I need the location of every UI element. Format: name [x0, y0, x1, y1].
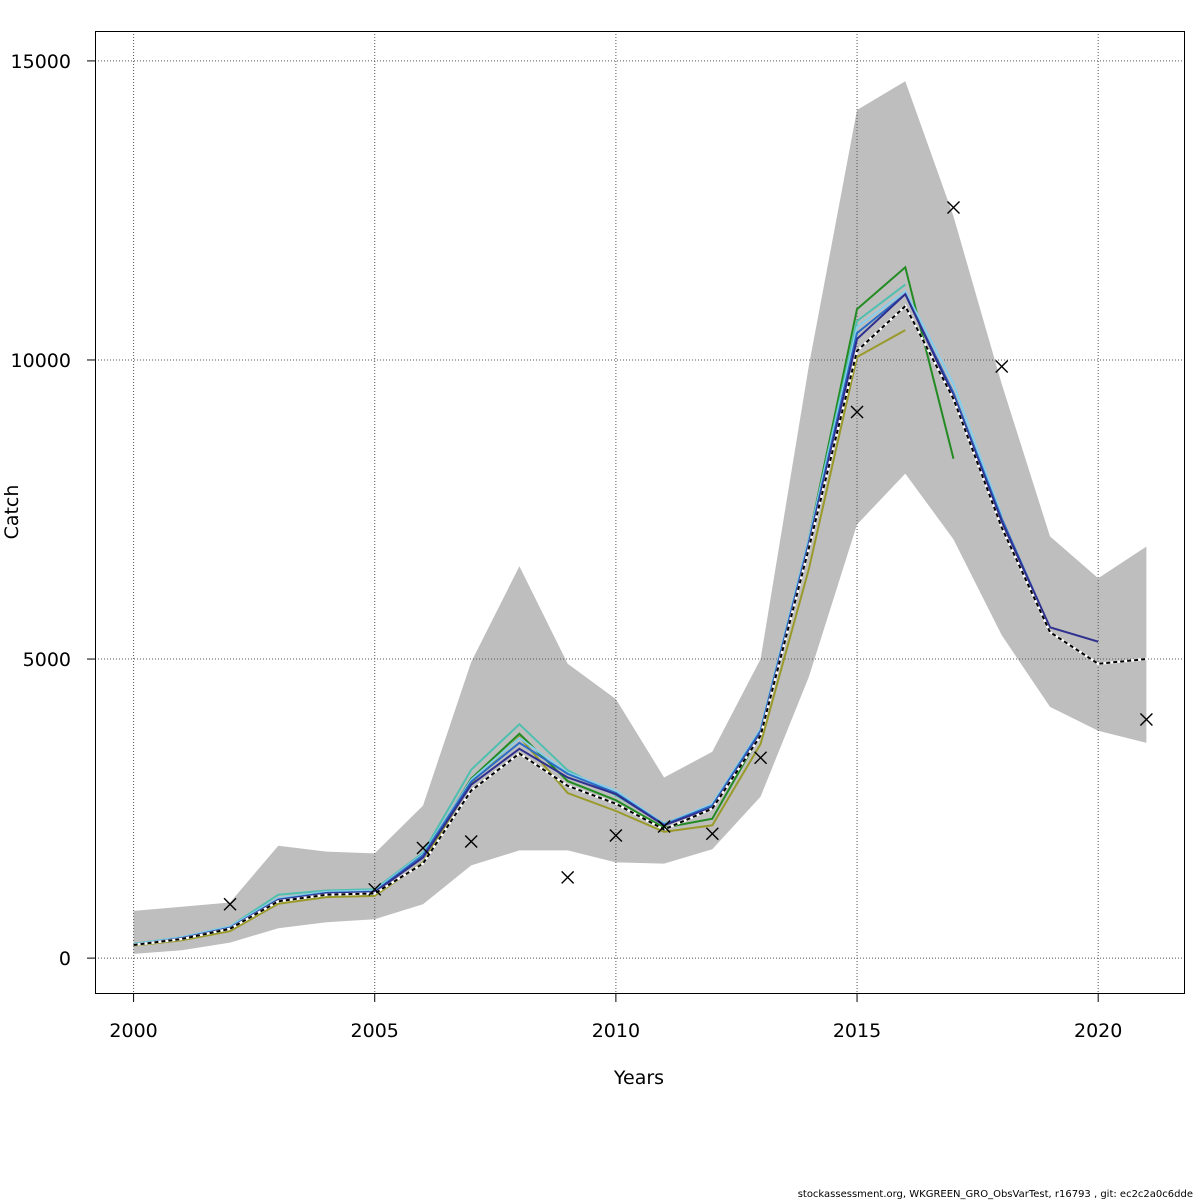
observed-point [705, 827, 719, 841]
x-tick-label: 2005 [351, 1020, 399, 1042]
x-tick-label: 2010 [592, 1020, 640, 1042]
y-tick-label: 0 [59, 948, 71, 970]
x-tick-label: 2020 [1074, 1020, 1122, 1042]
x-axis-title: Years [613, 1067, 664, 1089]
observed-point [1139, 712, 1153, 726]
observed-point [223, 897, 237, 911]
series-line-6 [133, 304, 1147, 946]
y-tick-label: 5000 [23, 649, 71, 671]
observed-point [368, 882, 382, 896]
observed-points-layer [223, 200, 1153, 911]
observed-point [464, 834, 478, 848]
plot-frame [95, 31, 1185, 994]
footer-credit: stockassessment.org, WKGREEN_GRO_ObsVarT… [798, 1189, 1193, 1200]
observed-point [657, 820, 671, 834]
y-axis-title: Catch [1, 485, 23, 540]
y-tick-label: 15000 [11, 51, 71, 73]
y-tick-label: 10000 [11, 350, 71, 372]
confidence-band [133, 81, 1147, 954]
x-tick-label: 2000 [109, 1020, 157, 1042]
observed-point [995, 360, 1009, 374]
axes-layer: 2000 2005 2010 2015 2020 0 5000 10000 15000 [11, 51, 1123, 1042]
observed-point [850, 405, 864, 419]
x-tick-label: 2015 [833, 1020, 881, 1042]
observed-point [561, 870, 575, 884]
series-line-3 [133, 289, 1003, 946]
confidence-band-layer [133, 81, 1147, 954]
observed-point [947, 200, 960, 214]
observed-point [754, 751, 768, 765]
observed-point [609, 828, 623, 842]
observed-point [416, 841, 430, 855]
series-layer [133, 265, 1147, 947]
